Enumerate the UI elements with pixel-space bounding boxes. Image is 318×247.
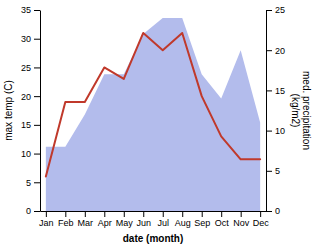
axis-domain	[266, 11, 267, 212]
plot-root: Jan Feb Mar Apr MayJun Jul AugSep OctNovDec 0 5 10…	[3, 5, 312, 244]
y2-axis-title-line: med. precipitation	[301, 71, 312, 150]
x-tick: Jan	[39, 211, 54, 228]
y2-tick: 10	[266, 126, 285, 136]
chart-container: Jan Feb Mar Apr MayJun Jul AugSep OctNovDec 0 5 10…	[0, 0, 318, 247]
y-tick: 0	[26, 206, 40, 216]
y-axis: 0 5 10 15 20 25 30 35	[21, 5, 41, 216]
y2-tick-label: 25	[275, 5, 285, 15]
x-tick-label: Jul	[157, 218, 169, 228]
y2-tick-mark	[266, 90, 272, 91]
axis-domain	[40, 11, 41, 212]
y2-axis-title: med. precipitation(kg/m2)	[290, 71, 313, 150]
y-tick: 30	[21, 34, 40, 44]
x-tick-label: Sep	[194, 218, 210, 228]
x-tick-mark	[65, 211, 66, 217]
y2-tick-mark	[266, 50, 272, 51]
x-tick-label: Dec	[253, 218, 270, 228]
y-tick-label: 30	[21, 34, 31, 44]
y2-tick-mark	[266, 211, 272, 212]
y-tick-mark	[34, 67, 40, 68]
x-tick-label: Feb	[58, 218, 74, 228]
x-tick-label: Jan	[39, 218, 54, 228]
y-tick-label: 25	[21, 63, 31, 73]
y-tick-label: 5	[26, 178, 31, 188]
x-tick: Nov	[233, 211, 250, 228]
x-tick-mark	[182, 211, 183, 217]
y-tick: 35	[21, 5, 40, 15]
y-tick: 15	[21, 120, 40, 130]
y-tick-mark	[34, 211, 40, 212]
x-tick: May	[116, 211, 134, 228]
x-tick-mark	[143, 211, 144, 217]
y2-tick-label: 10	[275, 126, 285, 136]
x-tick-mark	[163, 211, 164, 217]
axis-domain	[41, 211, 267, 212]
temperature-line	[46, 33, 260, 177]
x-tick-mark	[85, 211, 86, 217]
y-tick-mark	[34, 10, 40, 11]
marks	[46, 18, 260, 211]
y-tick: 20	[21, 92, 40, 102]
y2-axis: 0 5 10 15 20 25	[266, 5, 285, 216]
y-tick-label: 35	[21, 5, 31, 15]
x-tick-mark	[124, 211, 125, 217]
y2-axis-title-line: (kg/m2)	[290, 94, 301, 128]
x-tick-label: Nov	[233, 218, 250, 228]
y2-tick: 0	[266, 206, 280, 216]
y2-tick: 15	[266, 86, 285, 96]
y-tick-mark	[34, 96, 40, 97]
y-tick: 25	[21, 63, 40, 73]
x-tick-label: May	[116, 218, 134, 228]
y2-tick-mark	[266, 131, 272, 132]
x-tick-mark	[202, 211, 203, 217]
y-tick-label: 10	[21, 149, 31, 159]
x-tick: Jun	[137, 211, 152, 228]
y-tick-mark	[34, 125, 40, 126]
x-tick-label: Aug	[175, 218, 191, 228]
x-tick-label: Mar	[78, 218, 94, 228]
x-tick-mark	[241, 211, 242, 217]
x-tick-label: Jun	[137, 218, 152, 228]
x-tick-label: Apr	[98, 218, 112, 228]
y-tick-label: 15	[21, 120, 31, 130]
x-tick-mark	[104, 211, 105, 217]
y-tick-label: 20	[21, 92, 31, 102]
x-axis: Jan Feb Mar Apr MayJun Jul AugSep OctNovDec	[39, 211, 269, 228]
x-tick-mark	[221, 211, 222, 217]
y2-tick: 20	[266, 46, 285, 56]
x-tick-label: Oct	[215, 218, 230, 228]
x-tick: Oct	[215, 211, 230, 228]
y-tick-mark	[34, 154, 40, 155]
x-tick: Feb	[58, 211, 74, 228]
y-axis-title: max temp (C)	[3, 80, 14, 141]
y2-tick-label: 20	[275, 46, 285, 56]
y2-tick-label: 15	[275, 86, 285, 96]
y-tick-mark	[34, 182, 40, 183]
x-tick: Aug	[175, 211, 191, 228]
y2-tick-label: 0	[275, 206, 280, 216]
y2-tick-mark	[266, 10, 272, 11]
y-tick: 5	[26, 178, 40, 188]
y-tick-label: 0	[26, 206, 31, 216]
y2-tick-label: 5	[275, 166, 280, 176]
y2-tick: 5	[266, 166, 280, 176]
x-tick: Apr	[98, 211, 112, 228]
x-tick: Dec	[253, 211, 270, 228]
x-tick: Mar	[78, 211, 94, 228]
y-tick: 10	[21, 149, 40, 159]
x-tick: Jul	[157, 211, 169, 228]
x-axis-title: date (month)	[123, 233, 184, 244]
chart-svg: Jan Feb Mar Apr MayJun Jul AugSep OctNovDec 0 5 10…	[0, 0, 318, 247]
y-tick-mark	[34, 39, 40, 40]
y2-tick-mark	[266, 171, 272, 172]
x-tick: Sep	[194, 211, 210, 228]
precipitation-area	[46, 18, 260, 211]
x-tick-mark	[260, 211, 261, 217]
y2-tick: 25	[266, 5, 285, 15]
x-tick-mark	[46, 211, 47, 217]
